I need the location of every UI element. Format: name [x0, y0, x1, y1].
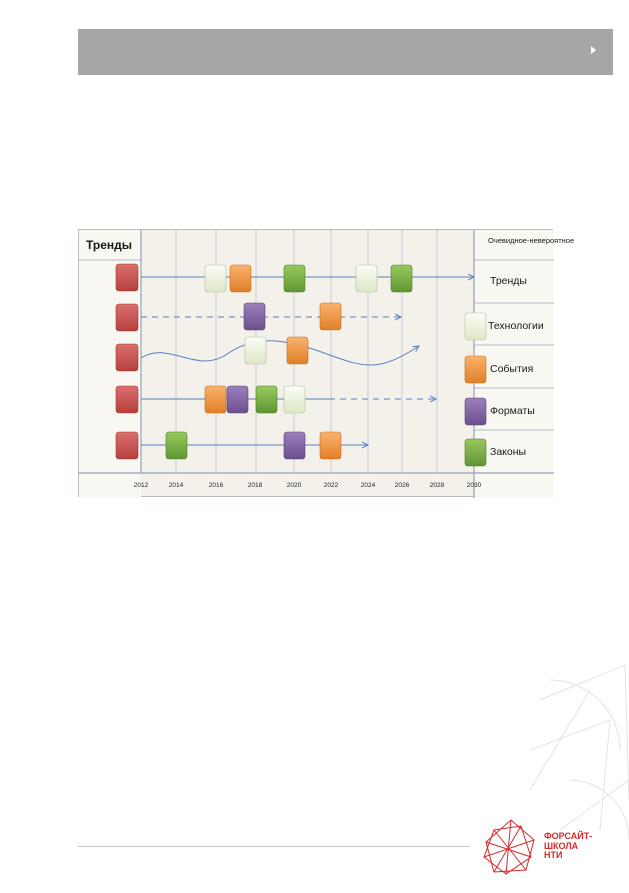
trend-marker: [115, 431, 139, 460]
event-marker: [204, 385, 227, 414]
trends-heading: Тренды: [86, 238, 132, 252]
year-label: 2020: [286, 482, 302, 489]
event-marker: [229, 264, 252, 293]
law-marker: [390, 264, 413, 293]
year-label: 2026: [394, 482, 410, 489]
legend-label-events: События: [490, 363, 534, 375]
play-arrow-icon[interactable]: [591, 46, 596, 54]
legend-format-marker: [464, 397, 487, 426]
law-marker: [255, 385, 278, 414]
year-label: 2030: [466, 482, 482, 489]
legend-law-marker: [464, 438, 487, 467]
year-label: 2014: [168, 482, 184, 489]
trend-marker: [115, 343, 139, 372]
event-marker: [319, 431, 342, 460]
event-marker: [319, 302, 342, 331]
year-label: 2016: [208, 482, 224, 489]
forsight-school-logo-icon: [483, 819, 535, 875]
trend-marker: [115, 385, 139, 414]
technology-marker: [355, 264, 378, 293]
legend-event-marker: [464, 355, 487, 384]
legend-label-technologies: Технологии: [488, 320, 544, 332]
legend-label-trends: Тренды: [490, 275, 527, 287]
logo-line: ШКОЛА: [544, 840, 579, 851]
decorative-pattern: [529, 664, 629, 841]
roadmap-grid: [79, 230, 554, 498]
technology-marker: [244, 336, 267, 365]
corner-note: Очевидное-невероятное: [488, 236, 575, 245]
law-marker: [283, 264, 306, 293]
event-marker: [286, 336, 309, 365]
logo-line: ФОРСАЙТ-: [544, 831, 593, 841]
legend-label-laws: Законы: [490, 446, 527, 458]
trend-marker: [115, 303, 139, 332]
legend-label-formats: Форматы: [490, 405, 535, 417]
logo-line: НТИ: [544, 850, 563, 860]
year-label: 2022: [323, 482, 339, 489]
format-marker: [226, 385, 249, 414]
technology-marker: [204, 264, 227, 293]
footer-divider: [78, 846, 470, 847]
header-bar: [78, 29, 613, 75]
year-label: 2028: [429, 482, 445, 489]
year-label: 2024: [360, 482, 376, 489]
year-label: 2012: [133, 482, 149, 489]
legend-technology-marker: [464, 312, 487, 341]
format-marker: [243, 302, 266, 331]
year-label: 2018: [247, 482, 263, 489]
trend-marker: [115, 263, 139, 292]
format-marker: [283, 431, 306, 460]
technology-marker: [283, 385, 306, 414]
roadmap-diagram: Тренды Очевидное-невероятное Тренды Техн…: [78, 229, 575, 498]
law-marker: [165, 431, 188, 460]
logo-text: ФОРСАЙТ- ШКОЛА НТИ: [544, 831, 593, 861]
